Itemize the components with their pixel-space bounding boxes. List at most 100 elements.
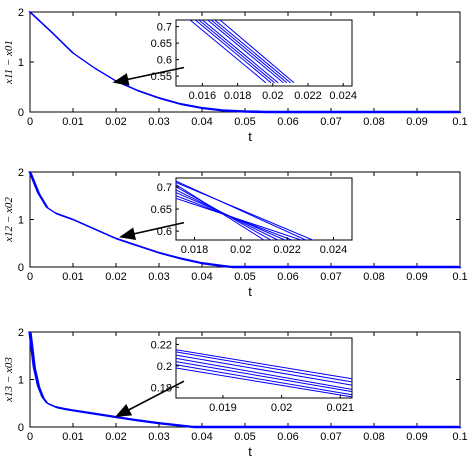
inset-y-tick-label: 0.7 [157, 22, 172, 34]
inset-line [198, 20, 275, 84]
x-tick-label: 0.09 [406, 116, 427, 128]
inset-line [176, 367, 352, 398]
inset-x-tick-label: 0.02 [262, 90, 283, 102]
x-tick-label: 0.07 [320, 271, 341, 283]
x-axis-label: t [248, 129, 252, 144]
zoom-inset: 0.018 0.02 0.022 0.024 0.6 0.65 0.7 [151, 177, 353, 256]
chart-panel-1: 0 0.01 0.02 0.03 0.04 0.05 0.06 0.07 0.08 0.09 0.1… [3, 7, 468, 144]
y-tick-label: 1 [18, 375, 24, 387]
zoom-inset: 0.019 0.02 0.021 0.18 0.2 0.22 [151, 337, 355, 414]
inset-y-tick-label: 0.7 [157, 182, 172, 194]
inset-line [176, 364, 352, 396]
y-tick-label: 0 [18, 262, 24, 274]
inset-line [195, 20, 272, 84]
inset-line [214, 20, 291, 84]
zoom-arrow [119, 221, 185, 240]
y-tick-label: 0 [18, 107, 24, 119]
x-tick-label: 0.04 [191, 116, 212, 128]
x-tick-label: 0.02 [105, 431, 126, 443]
x-tick-label: 0 [27, 431, 33, 443]
x-tick-label: 0.08 [363, 116, 384, 128]
x-tick-label: 0.08 [363, 271, 384, 283]
inset-x-tick-label: 0.024 [320, 244, 348, 256]
x-tick-label: 0.1 [452, 116, 467, 128]
x-tick-label: 0.08 [363, 431, 384, 443]
y-tick-label: 1 [18, 215, 24, 227]
x-axis-label: t [248, 444, 252, 459]
y-tick-label: 1 [18, 57, 24, 69]
inset-y-tick-label: 0.2 [157, 361, 172, 373]
x-tick-label: 0 [27, 116, 33, 128]
inset-area [175, 19, 353, 87]
series-line [30, 12, 462, 114]
inset-y-tick-label: 0.22 [151, 339, 172, 351]
inset-line [176, 361, 352, 393]
inset-area [175, 337, 353, 399]
x-tick-label: 0.02 [105, 116, 126, 128]
x-tick-label: 0.01 [62, 116, 83, 128]
inset-line [189, 20, 267, 84]
x-tick-label: 0.05 [234, 271, 255, 283]
series-line [30, 172, 462, 269]
inset-x-tick-label: 0.016 [189, 90, 217, 102]
x-tick-label: 0.06 [277, 271, 298, 283]
zoom-arrow [112, 66, 185, 86]
x-tick-label: 0.06 [277, 116, 298, 128]
x-tick-label: 0.01 [62, 271, 83, 283]
zoom-arrow [115, 380, 185, 418]
inset-x-tick-label: 0.024 [329, 90, 357, 102]
inset-x-tick-label: 0.019 [209, 402, 237, 414]
inset-line [176, 357, 352, 390]
inset-y-tick-label: 0.6 [157, 55, 172, 67]
x-tick-label: 0.05 [234, 431, 255, 443]
x-tick-label: 0.01 [62, 431, 83, 443]
inset-x-tick-label: 0.022 [273, 244, 301, 256]
x-axis-label: t [248, 284, 252, 299]
y-tick-label: 2 [18, 327, 24, 339]
x-tick-label: 0.05 [234, 116, 255, 128]
x-tick-label: 0.03 [148, 431, 169, 443]
inset-x-tick-label: 0.02 [271, 402, 292, 414]
inset-line [202, 20, 279, 84]
x-tick-label: 0.07 [320, 431, 341, 443]
inset-line [176, 180, 306, 240]
inset-line [176, 351, 352, 383]
x-tick-label: 0.03 [148, 116, 169, 128]
inset-line [176, 354, 352, 386]
inset-line [176, 197, 302, 240]
inset-x-tick-label: 0.018 [181, 244, 209, 256]
inset-y-tick-label: 0.65 [151, 204, 172, 216]
y-tick-label: 2 [18, 7, 24, 19]
x-tick-label: 0.09 [406, 431, 427, 443]
y-tick-label: 0 [18, 422, 24, 434]
inset-y-tick-label: 0.6 [157, 226, 172, 238]
inset-y-tick-label: 0.18 [151, 382, 172, 394]
inset-line [207, 20, 284, 84]
inset-line [210, 20, 288, 84]
inset-x-tick-label: 0.02 [230, 244, 251, 256]
x-tick-label: 0.09 [406, 271, 427, 283]
y-axis-label: x13 − x03 [3, 357, 15, 403]
chart-panel-2: 0 0.01 0.02 0.03 0.04 0.05 0.06 0.07 0.08 0.09 0.1… [3, 167, 468, 299]
y-axis-label: x12 − x02 [3, 197, 15, 243]
inset-line [176, 181, 313, 240]
inset-line [219, 20, 295, 84]
inset-y-tick-label: 0.65 [151, 38, 172, 50]
x-tick-label: 0.03 [148, 271, 169, 283]
inset-x-tick-label: 0.022 [294, 90, 322, 102]
inset-line [176, 349, 352, 380]
y-axis-label: x11 − x01 [3, 40, 15, 85]
x-tick-label: 0.06 [277, 431, 298, 443]
x-tick-label: 0.02 [105, 271, 126, 283]
x-tick-label: 0.04 [191, 271, 212, 283]
chart-panel-3: 0 0.01 0.02 0.03 0.04 0.05 0.06 0.07 0.08 0.09 0.1… [3, 327, 468, 459]
inset-x-tick-label: 0.021 [327, 402, 355, 414]
y-tick-label: 2 [18, 167, 24, 179]
series-line [30, 332, 462, 429]
x-tick-label: 0.1 [452, 431, 467, 443]
x-tick-label: 0.1 [452, 271, 467, 283]
inset-x-tick-label: 0.018 [224, 90, 252, 102]
x-tick-label: 0.07 [320, 116, 341, 128]
